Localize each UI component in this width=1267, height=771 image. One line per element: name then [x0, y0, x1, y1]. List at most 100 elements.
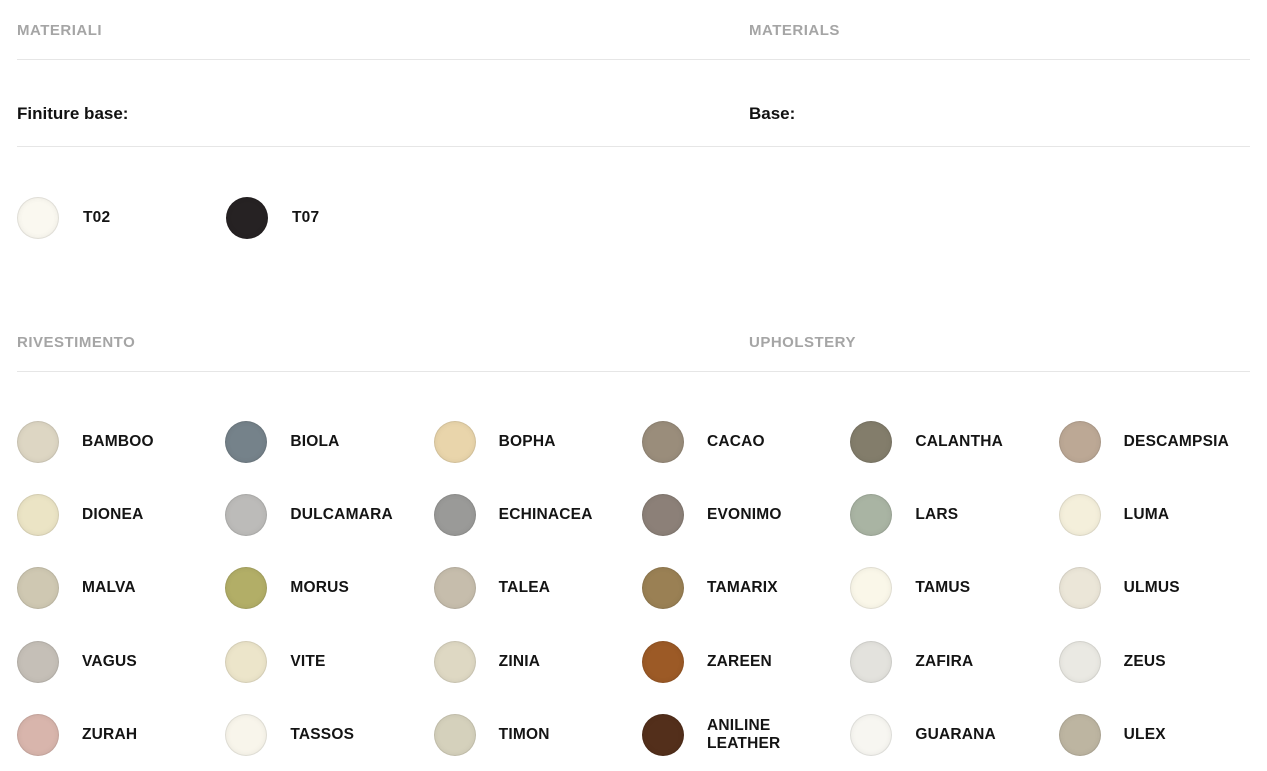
- upholstery-swatch-dulcamara[interactable]: DULCAMARA: [225, 494, 433, 537]
- fabric-swatch-circle: [850, 714, 893, 757]
- fabric-name-label: ZEUS: [1123, 652, 1166, 670]
- fabric-swatch-circle: [17, 640, 59, 683]
- fabric-swatch-circle: [1058, 714, 1101, 757]
- fabric-name-label: TAMUS: [915, 579, 971, 597]
- fabric-swatch-circle: [433, 640, 476, 683]
- fabric-name-label: ANILINE LEATHER: [706, 716, 781, 753]
- upholstery-swatch-luma[interactable]: LUMA: [1058, 494, 1267, 537]
- upholstery-swatch-biola[interactable]: BIOLA: [225, 420, 433, 463]
- fabric-swatch-circle: [641, 567, 684, 610]
- fabric-name-label: BAMBOO: [82, 432, 154, 450]
- fabric-name-label: ULMUS: [1123, 579, 1180, 597]
- upholstery-heading-row: RIVESTIMENTO UPHOLSTERY: [0, 334, 1267, 352]
- upholstery-swatch-bopha[interactable]: BOPHA: [433, 420, 642, 463]
- upholstery-swatch-ulex[interactable]: ULEX: [1058, 714, 1267, 757]
- fabric-swatch-circle: [225, 640, 268, 683]
- upholstery-swatch-zeus[interactable]: ZEUS: [1058, 640, 1267, 683]
- fabric-swatch-circle: [225, 714, 268, 757]
- divider: [17, 371, 1250, 372]
- fabric-swatch-circle: [1058, 567, 1101, 610]
- base-finish-label-it: Finiture base:: [17, 104, 129, 123]
- upholstery-swatch-tassos[interactable]: TASSOS: [225, 714, 433, 757]
- upholstery-swatch-echinacea[interactable]: ECHINACEA: [433, 494, 642, 537]
- upholstery-swatch-morus[interactable]: MORUS: [225, 567, 433, 610]
- base-finish-option-t02[interactable]: T02: [17, 197, 226, 239]
- fabric-name-label: ZURAH: [82, 726, 138, 744]
- fabric-name-label: EVONIMO: [706, 505, 782, 523]
- upholstery-swatch-zurah[interactable]: ZURAH: [17, 714, 225, 757]
- fabric-swatch-circle: [225, 420, 268, 463]
- base-finish-label-row: Finiture base: Base:: [0, 103, 1267, 124]
- upholstery-swatch-ulmus[interactable]: ULMUS: [1058, 567, 1267, 610]
- upholstery-swatch-calantha[interactable]: CALANTHA: [850, 420, 1058, 463]
- upholstery-swatch-tamarix[interactable]: TAMARIX: [641, 567, 850, 610]
- fabric-swatch-circle: [1058, 640, 1101, 683]
- fabric-name-label: ZAREEN: [706, 652, 772, 670]
- upholstery-swatch-grid: BAMBOO BIOLA BOPHA CACAO CALANTHA DESCAM…: [0, 405, 1267, 771]
- fabric-name-label: ZINIA: [498, 652, 541, 670]
- fabric-swatch-circle: [850, 640, 893, 683]
- fabric-name-label: MORUS: [290, 579, 350, 597]
- fabric-swatch-circle: [433, 420, 476, 463]
- fabric-swatch-circle: [641, 714, 684, 757]
- fabric-name-label: TAMARIX: [706, 579, 778, 597]
- fabric-name-label: TASSOS: [290, 726, 355, 744]
- upholstery-swatch-descampsia[interactable]: DESCAMPSIA: [1058, 420, 1267, 463]
- upholstery-swatch-timon[interactable]: TIMON: [433, 714, 642, 757]
- fabric-swatch-circle: [433, 494, 476, 537]
- upholstery-swatch-aniline-leather[interactable]: ANILINE LEATHER: [641, 714, 850, 757]
- upholstery-swatch-tamus[interactable]: TAMUS: [850, 567, 1058, 610]
- fabric-swatch-circle: [17, 714, 59, 757]
- fabric-name-label: LUMA: [1123, 505, 1170, 523]
- fabric-name-label: TALEA: [498, 579, 551, 597]
- finish-code-label: T07: [292, 208, 320, 226]
- section-heading-materiali: MATERIALI: [17, 22, 103, 39]
- upholstery-swatch-malva[interactable]: MALVA: [17, 567, 225, 610]
- fabric-name-label: VITE: [290, 652, 326, 670]
- fabric-swatch-circle: [1058, 420, 1101, 463]
- base-finish-option-t07[interactable]: T07: [226, 197, 435, 239]
- base-finish-options: T02 T07: [0, 197, 1267, 239]
- upholstery-section: RIVESTIMENTO UPHOLSTERY BAMBOO BIOLA BOP…: [0, 334, 1267, 771]
- fabric-name-label: ECHINACEA: [498, 505, 593, 523]
- section-heading-upholstery: UPHOLSTERY: [749, 334, 856, 351]
- fabric-swatch-circle: [850, 567, 893, 610]
- fabric-name-label: CACAO: [706, 432, 765, 450]
- fabric-name-label: GUARANA: [915, 726, 996, 744]
- fabric-name-label: ULEX: [1123, 726, 1166, 744]
- fabric-name-label: BOPHA: [498, 432, 556, 450]
- fabric-name-label: ZAFIRA: [915, 652, 974, 670]
- upholstery-swatch-talea[interactable]: TALEA: [433, 567, 642, 610]
- fabric-swatch-circle: [850, 420, 893, 463]
- upholstery-swatch-zafira[interactable]: ZAFIRA: [850, 640, 1058, 683]
- upholstery-swatch-evonimo[interactable]: EVONIMO: [641, 494, 850, 537]
- finish-swatch-circle: [17, 197, 59, 239]
- materials-heading-row: MATERIALI MATERIALS: [0, 0, 1267, 40]
- upholstery-swatch-zareen[interactable]: ZAREEN: [641, 640, 850, 683]
- fabric-name-label: MALVA: [82, 579, 136, 597]
- upholstery-swatch-guarana[interactable]: GUARANA: [850, 714, 1058, 757]
- fabric-swatch-circle: [225, 567, 268, 610]
- section-heading-rivestimento: RIVESTIMENTO: [17, 334, 136, 351]
- upholstery-swatch-zinia[interactable]: ZINIA: [433, 640, 642, 683]
- fabric-name-label: BIOLA: [290, 432, 340, 450]
- upholstery-swatch-cacao[interactable]: CACAO: [641, 420, 850, 463]
- finish-swatch-circle: [226, 197, 268, 239]
- fabric-name-label: LARS: [915, 505, 959, 523]
- upholstery-swatch-dionea[interactable]: DIONEA: [17, 494, 225, 537]
- upholstery-swatch-lars[interactable]: LARS: [850, 494, 1058, 537]
- upholstery-swatch-vite[interactable]: VITE: [225, 640, 433, 683]
- upholstery-swatch-bamboo[interactable]: BAMBOO: [17, 420, 225, 463]
- fabric-swatch-circle: [17, 567, 59, 610]
- fabric-swatch-circle: [850, 494, 893, 537]
- fabric-swatch-circle: [1058, 494, 1101, 537]
- fabric-swatch-circle: [433, 714, 476, 757]
- base-finish-label-en: Base:: [749, 104, 796, 123]
- fabric-swatch-circle: [433, 567, 476, 610]
- fabric-name-label: DESCAMPSIA: [1123, 432, 1230, 450]
- fabric-swatch-circle: [641, 494, 684, 537]
- fabric-name-label: DULCAMARA: [290, 505, 393, 523]
- upholstery-swatch-vagus[interactable]: VAGUS: [17, 640, 225, 683]
- materials-section: MATERIALI MATERIALS Finiture base: Base:…: [0, 0, 1267, 239]
